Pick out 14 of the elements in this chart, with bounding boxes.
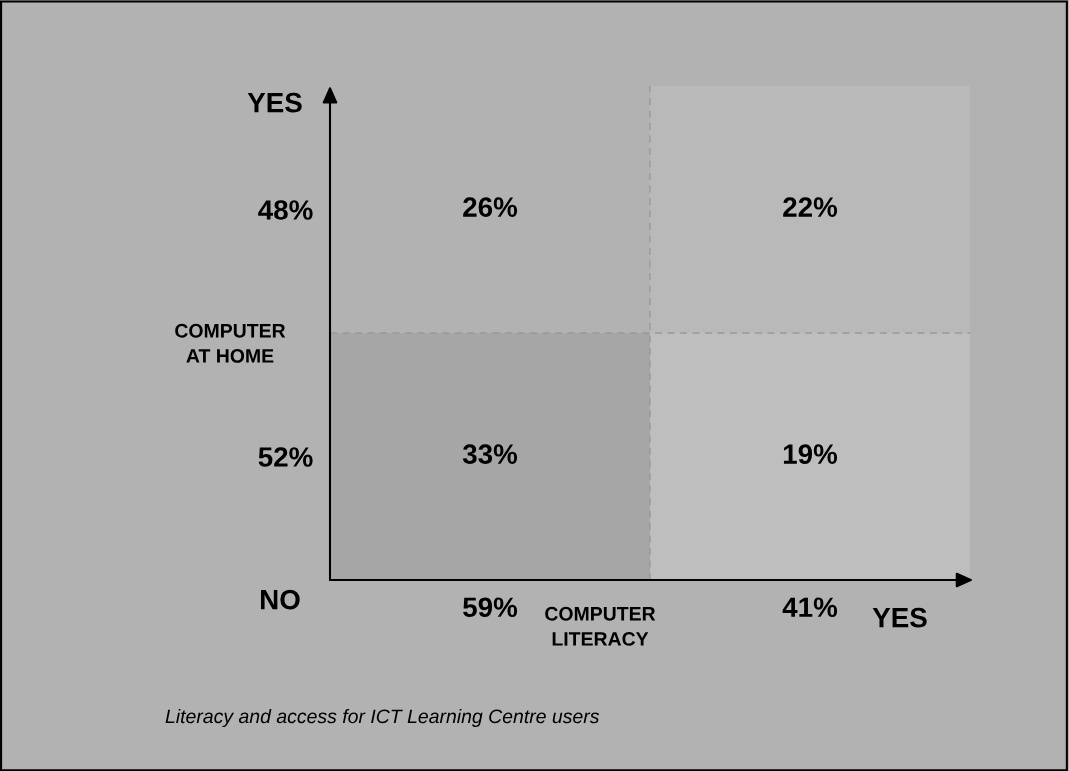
data-label: 26%	[463, 197, 518, 217]
x-tick-label: 41%	[782, 597, 838, 618]
text: YES	[872, 607, 927, 628]
text: YES	[247, 92, 302, 113]
text: Literacy and access for ICT Learning Centre users	[165, 708, 600, 728]
y-tick-label: 52%	[258, 447, 313, 467]
y-axis-title: COMPUTER AT HOME	[175, 323, 286, 363]
text: NO	[261, 589, 300, 610]
data-label: 22%	[783, 197, 838, 217]
x-tick-label: 59%	[463, 597, 518, 618]
x-axis-title: COMPUTER LITERACY	[545, 606, 656, 646]
data-label: 33%	[462, 444, 518, 464]
data-label: 19%	[783, 444, 838, 464]
y-tick-label: 48%	[258, 200, 313, 220]
